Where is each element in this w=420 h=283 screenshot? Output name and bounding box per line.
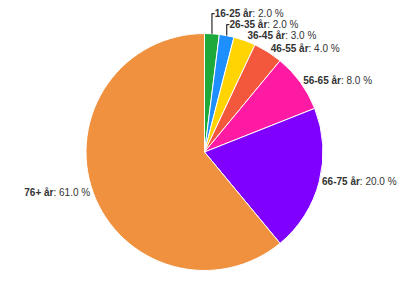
svg-text:76+ år: 61.0 %: 76+ år: 61.0 % bbox=[24, 187, 90, 198]
svg-text:56-65 år: 8.0 %: 56-65 år: 8.0 % bbox=[303, 75, 372, 86]
svg-text:66-75 år: 20.0 %: 66-75 år: 20.0 % bbox=[322, 176, 397, 187]
svg-text:16-25 år: 2.0 %: 16-25 år: 2.0 % bbox=[215, 8, 284, 19]
svg-text:36-45 år: 3.0 %: 36-45 år: 3.0 % bbox=[247, 30, 316, 41]
svg-text:46-55 år: 4.0 %: 46-55 år: 4.0 % bbox=[271, 43, 340, 54]
svg-text:26-35 år: 2.0 %: 26-35 år: 2.0 % bbox=[229, 19, 298, 30]
